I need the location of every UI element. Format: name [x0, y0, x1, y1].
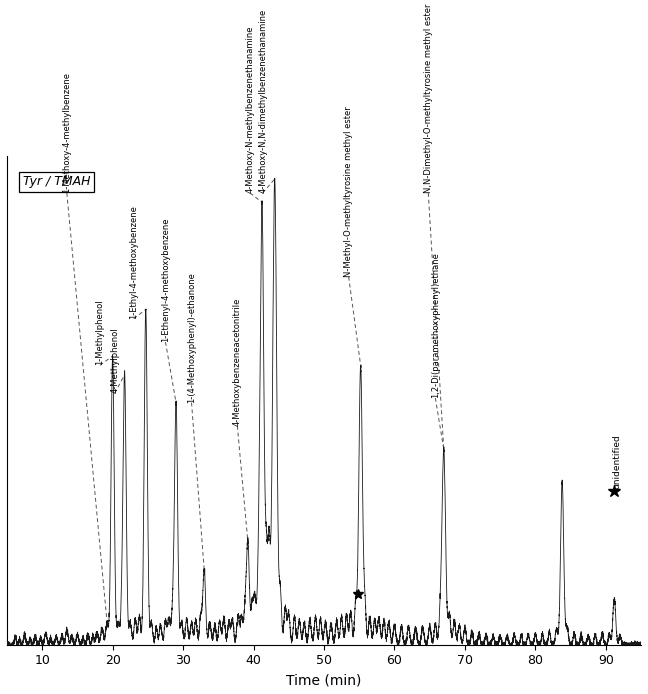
- Text: 4-Methoxy-N,N-dimethylbenzenethanamine: 4-Methoxy-N,N-dimethylbenzenethanamine: [258, 9, 267, 193]
- Text: 4-Methoxybenzeneacetonitrile: 4-Methoxybenzeneacetonitrile: [233, 298, 242, 426]
- Text: N-Methyl-O-methyltyrosine methyl ester: N-Methyl-O-methyltyrosine methyl ester: [344, 106, 353, 277]
- Text: N,N-Dimethyl-O-methyltyrosine methyl ester: N,N-Dimethyl-O-methyltyrosine methyl est…: [424, 3, 433, 193]
- Text: 4-Methylphenol: 4-Methylphenol: [110, 328, 119, 393]
- Text: 1-Ethenyl-4-methoxybenzene: 1-Ethenyl-4-methoxybenzene: [161, 217, 170, 342]
- Text: 4-Methoxy-N-methylbenzenethanamine: 4-Methoxy-N-methylbenzenethanamine: [246, 26, 255, 193]
- Text: 1-Ethyl-4-methoxybenzene: 1-Ethyl-4-methoxybenzene: [129, 205, 138, 319]
- X-axis label: Time (min): Time (min): [286, 673, 362, 687]
- Text: unidentified: unidentified: [612, 434, 621, 489]
- Text: Tyr / TMAH: Tyr / TMAH: [23, 176, 90, 188]
- Text: 1-Methylphenol: 1-Methylphenol: [95, 300, 104, 365]
- Text: 1-Methoxy-4-methylbenzene: 1-Methoxy-4-methylbenzene: [62, 72, 71, 193]
- Text: 1-(4-Methoxyphenyl)-ethanone: 1-(4-Methoxyphenyl)-ethanone: [187, 272, 196, 403]
- Text: 1,2-Di(paramethoxyphenyl)ethane: 1,2-Di(paramethoxyphenyl)ethane: [431, 252, 440, 398]
